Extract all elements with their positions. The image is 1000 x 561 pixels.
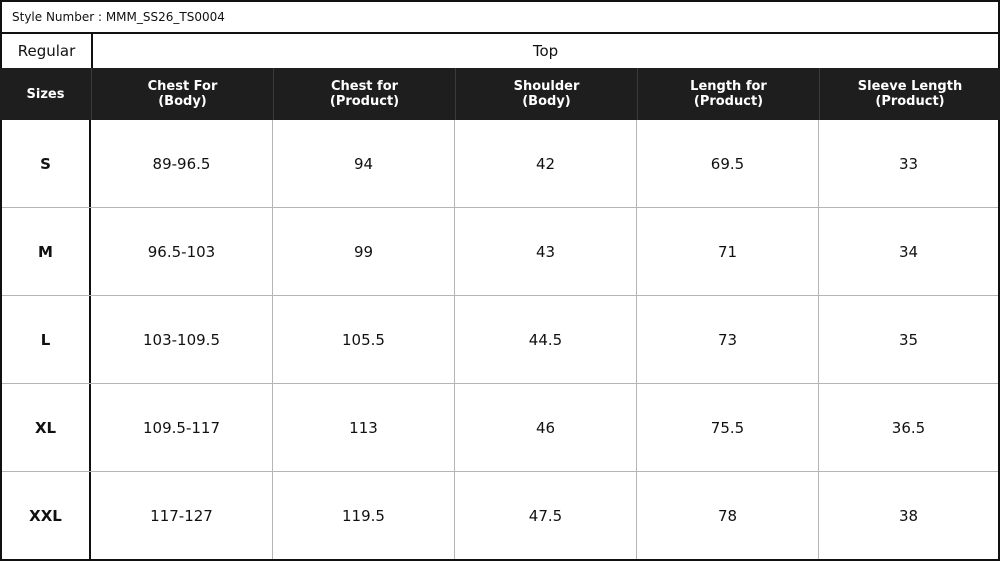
value-cell: 117-127 [91, 472, 273, 559]
header-line: (Product) [875, 94, 945, 109]
size-cell: XL [2, 384, 91, 471]
value-cell: 89-96.5 [91, 120, 273, 207]
value-cell: 43 [455, 208, 637, 295]
value-cell: 94 [273, 120, 455, 207]
header-line: (Body) [158, 94, 207, 109]
header-chest-body: Chest For (Body) [91, 68, 273, 120]
table-row: XXL 117-127 119.5 47.5 78 38 [2, 472, 998, 559]
value-cell: 73 [637, 296, 819, 383]
value-cell: 105.5 [273, 296, 455, 383]
value-cell: 71 [637, 208, 819, 295]
header-sizes: Sizes [0, 68, 91, 120]
value-cell: 33 [898, 154, 919, 173]
value-cell: 34 [898, 242, 919, 261]
header-line: Chest For [147, 79, 218, 94]
value-cell: 38 [898, 506, 919, 525]
value-cell: 46 [455, 384, 637, 471]
header-line: Chest for [330, 79, 399, 94]
header-line: Length for [690, 79, 767, 94]
size-cell: L [2, 296, 91, 383]
garment-label: Top [532, 42, 559, 60]
value-cell: 47.5 [455, 472, 637, 559]
value-cell: 69.5 [637, 120, 819, 207]
group-header-row: Regular Top [0, 32, 1000, 70]
size-table-body: S 89-96.5 94 42 69.5 33 M 96.5-103 99 43… [0, 120, 1000, 561]
header-sleeve-length-product: Sleeve Length (Product) [819, 68, 1000, 120]
header-chest-product: Chest for (Product) [273, 68, 455, 120]
value-cell: 109.5-117 [91, 384, 273, 471]
header-line: (Body) [522, 94, 571, 109]
value-cell: 113 [273, 384, 455, 471]
header-line: (Product) [329, 94, 400, 109]
size-cell: M [2, 208, 91, 295]
value-cell: 44.5 [455, 296, 637, 383]
value-cell: 103-109.5 [91, 296, 273, 383]
value-cell: 36.5 [891, 418, 926, 437]
header-shoulder-body: Shoulder (Body) [455, 68, 637, 120]
value-cell: 75.5 [637, 384, 819, 471]
column-header-row: Sizes Chest For (Body) Chest for (Produc… [0, 68, 1000, 120]
style-number-label: Style Number : MMM_SS26_TS0004 [12, 10, 225, 24]
header-line: Shoulder [513, 79, 580, 94]
value-cell: 35 [898, 330, 919, 349]
value-cell: 99 [273, 208, 455, 295]
header-line: (Product) [693, 94, 764, 109]
header-line: Sleeve Length [857, 79, 963, 94]
table-row: M 96.5-103 99 43 71 34 [2, 208, 998, 296]
table-row: XL 109.5-117 113 46 75.5 36.5 [2, 384, 998, 472]
style-number-bar: Style Number : MMM_SS26_TS0004 [0, 0, 1000, 34]
size-cell: S [2, 120, 91, 207]
value-cell: 96.5-103 [91, 208, 273, 295]
fit-label: Regular [2, 32, 93, 70]
value-cell: 42 [455, 120, 637, 207]
header-line: Sizes [26, 86, 65, 102]
size-cell: XXL [2, 472, 91, 559]
value-cell: 119.5 [273, 472, 455, 559]
header-length-product: Length for (Product) [637, 68, 819, 120]
value-cell: 78 [637, 472, 819, 559]
table-row: L 103-109.5 105.5 44.5 73 35 [2, 296, 998, 384]
table-row: S 89-96.5 94 42 69.5 33 [2, 120, 998, 208]
